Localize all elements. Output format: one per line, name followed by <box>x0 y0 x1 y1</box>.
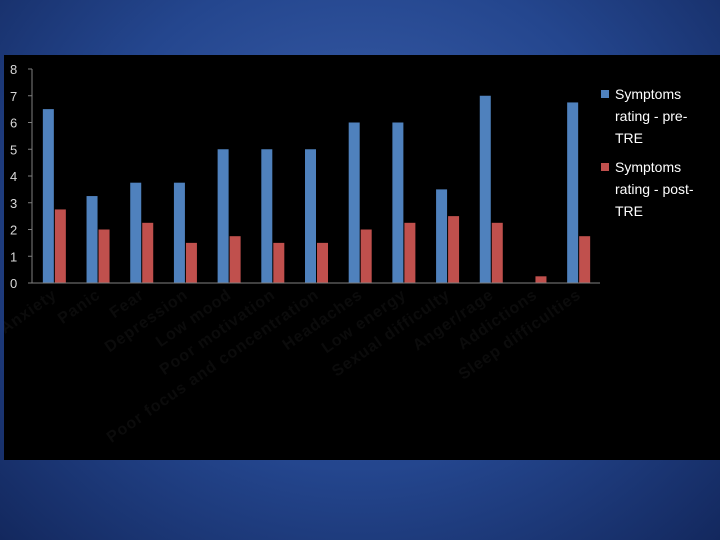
bars-layer <box>42 95 591 283</box>
bar-series-2 <box>54 209 66 283</box>
bar-series-2 <box>185 242 197 283</box>
bar-series-1 <box>130 182 142 283</box>
bar-series-1 <box>217 149 229 283</box>
bar-series-1 <box>86 196 98 283</box>
bar-series-1 <box>173 182 185 283</box>
bar-series-2 <box>579 236 591 283</box>
y-tick-label: 7 <box>10 89 17 104</box>
bar-series-1 <box>392 122 404 283</box>
x-category-label: Panic <box>55 286 104 327</box>
bar-series-1 <box>567 102 579 283</box>
bar-series-1 <box>479 95 491 283</box>
legend-label: TRE <box>615 130 643 146</box>
y-tick-label: 8 <box>10 62 17 77</box>
bar-series-1 <box>305 149 316 283</box>
bar-series-1 <box>42 109 54 283</box>
bar-series-2 <box>317 242 328 283</box>
y-tick-label: 0 <box>10 276 17 291</box>
y-tick-label: 1 <box>10 249 17 264</box>
bar-series-1 <box>261 149 273 283</box>
bar-series-2 <box>535 276 547 283</box>
legend-label: rating - pre- <box>615 108 688 124</box>
chart-panel: 0 1 2 3 4 5 6 7 8 Anxiety Panic Fear Depression Low … <box>4 55 720 460</box>
slide-top-band <box>0 0 720 55</box>
legend-label: Symptoms <box>615 86 681 102</box>
bar-series-2 <box>360 229 372 283</box>
legend: Symptoms rating - pre- TRE Symptoms rating -… <box>601 86 694 219</box>
x-category-label: Anxiety <box>4 286 60 337</box>
y-tick-label: 6 <box>10 116 17 131</box>
bar-series-2 <box>491 222 503 283</box>
bar-series-2 <box>229 236 241 283</box>
legend-label: rating - post- <box>615 181 694 197</box>
y-tick-label: 3 <box>10 196 17 211</box>
bar-series-2 <box>142 222 154 283</box>
bar-series-2 <box>273 242 285 283</box>
bar-series-1 <box>348 122 360 283</box>
bar-series-1 <box>436 189 448 283</box>
legend-swatch <box>601 90 609 98</box>
legend-label: TRE <box>615 203 643 219</box>
y-tick-label: 2 <box>10 223 17 238</box>
bar-series-2 <box>404 222 416 283</box>
bar-series-2 <box>98 229 110 283</box>
legend-swatch <box>601 163 609 171</box>
bar-series-2 <box>448 216 460 283</box>
legend-label: Symptoms <box>615 159 681 175</box>
y-tick-label: 4 <box>10 169 17 184</box>
y-tick-label: 5 <box>10 142 17 157</box>
y-axis-ticks: 0 1 2 3 4 5 6 7 8 <box>10 62 32 291</box>
